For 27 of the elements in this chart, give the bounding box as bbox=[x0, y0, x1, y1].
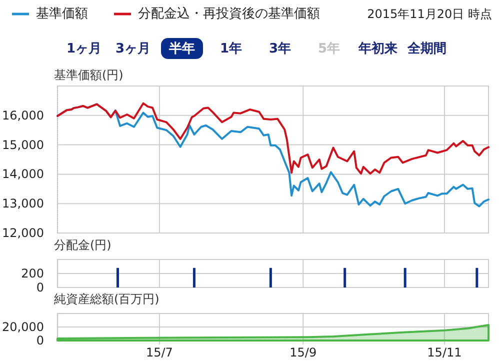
chart-subtitle: 2015年11月20日 時点 bbox=[367, 7, 492, 21]
text: 半年 bbox=[168, 42, 195, 56]
text: 1ヶ月 bbox=[66, 42, 102, 56]
x-tick-label: 15/11 bbox=[427, 346, 462, 360]
y-axis-title: 純資産総額(百万円) bbox=[54, 292, 160, 306]
x-tick-label: 15/9 bbox=[290, 346, 317, 360]
x-tick-label: 15/7 bbox=[146, 346, 173, 360]
text: 3ヶ月 bbox=[115, 42, 151, 56]
y-tick-label: 14,000 bbox=[2, 167, 44, 182]
text: 1年 bbox=[220, 42, 242, 56]
text: 5年 bbox=[318, 42, 340, 56]
y-tick-label: 0 bbox=[36, 280, 44, 294]
y-axis-title: 分配金(円) bbox=[54, 238, 112, 252]
legend-label: 基準価額 bbox=[36, 6, 88, 22]
text: 全期間 bbox=[406, 42, 446, 56]
legend-label: 分配金込・再投資後の基準価額 bbox=[138, 6, 320, 22]
y-tick-label: 20,000 bbox=[2, 320, 44, 334]
y-tick-label: 16,000 bbox=[2, 108, 44, 122]
line-series bbox=[56, 102, 490, 175]
y-tick-label: 15,000 bbox=[2, 138, 44, 152]
y-tick-label: 200 bbox=[21, 266, 44, 280]
y-tick-label: 13,000 bbox=[2, 196, 44, 211]
y-tick-label: 12,000 bbox=[2, 226, 44, 240]
text: 年初来 bbox=[358, 40, 398, 56]
text: 3年 bbox=[268, 42, 292, 56]
y-tick-label: 0 bbox=[36, 334, 44, 348]
y-axis-title: 基準価額(円) bbox=[54, 68, 124, 82]
